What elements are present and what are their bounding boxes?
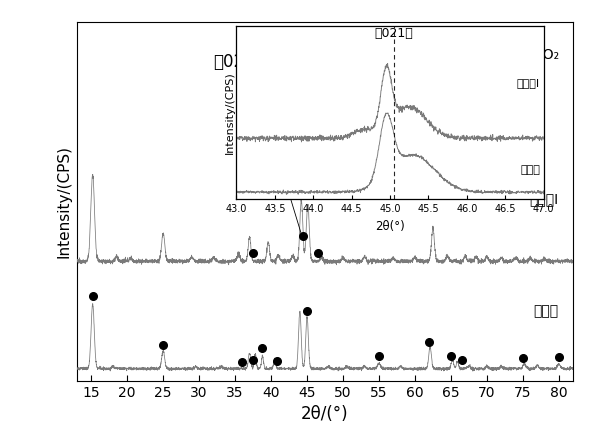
Text: （021）: （021） <box>213 53 265 71</box>
X-axis label: 2θ/(°): 2θ/(°) <box>301 405 349 423</box>
Text: （021）: （021） <box>375 27 413 40</box>
Text: ●:o-LiMnO₂: ●:o-LiMnO₂ <box>480 48 559 61</box>
Text: 对比例: 对比例 <box>520 165 540 174</box>
Text: 实施例Ⅰ: 实施例Ⅰ <box>530 192 559 206</box>
Y-axis label: Intensity/(CPS): Intensity/(CPS) <box>56 145 72 258</box>
Text: 对比例: 对比例 <box>534 304 559 318</box>
Y-axis label: Intensity/(CPS): Intensity/(CPS) <box>225 71 235 154</box>
Text: 实施例Ⅰ: 实施例Ⅰ <box>517 78 540 87</box>
X-axis label: 2θ(°): 2θ(°) <box>375 220 405 233</box>
